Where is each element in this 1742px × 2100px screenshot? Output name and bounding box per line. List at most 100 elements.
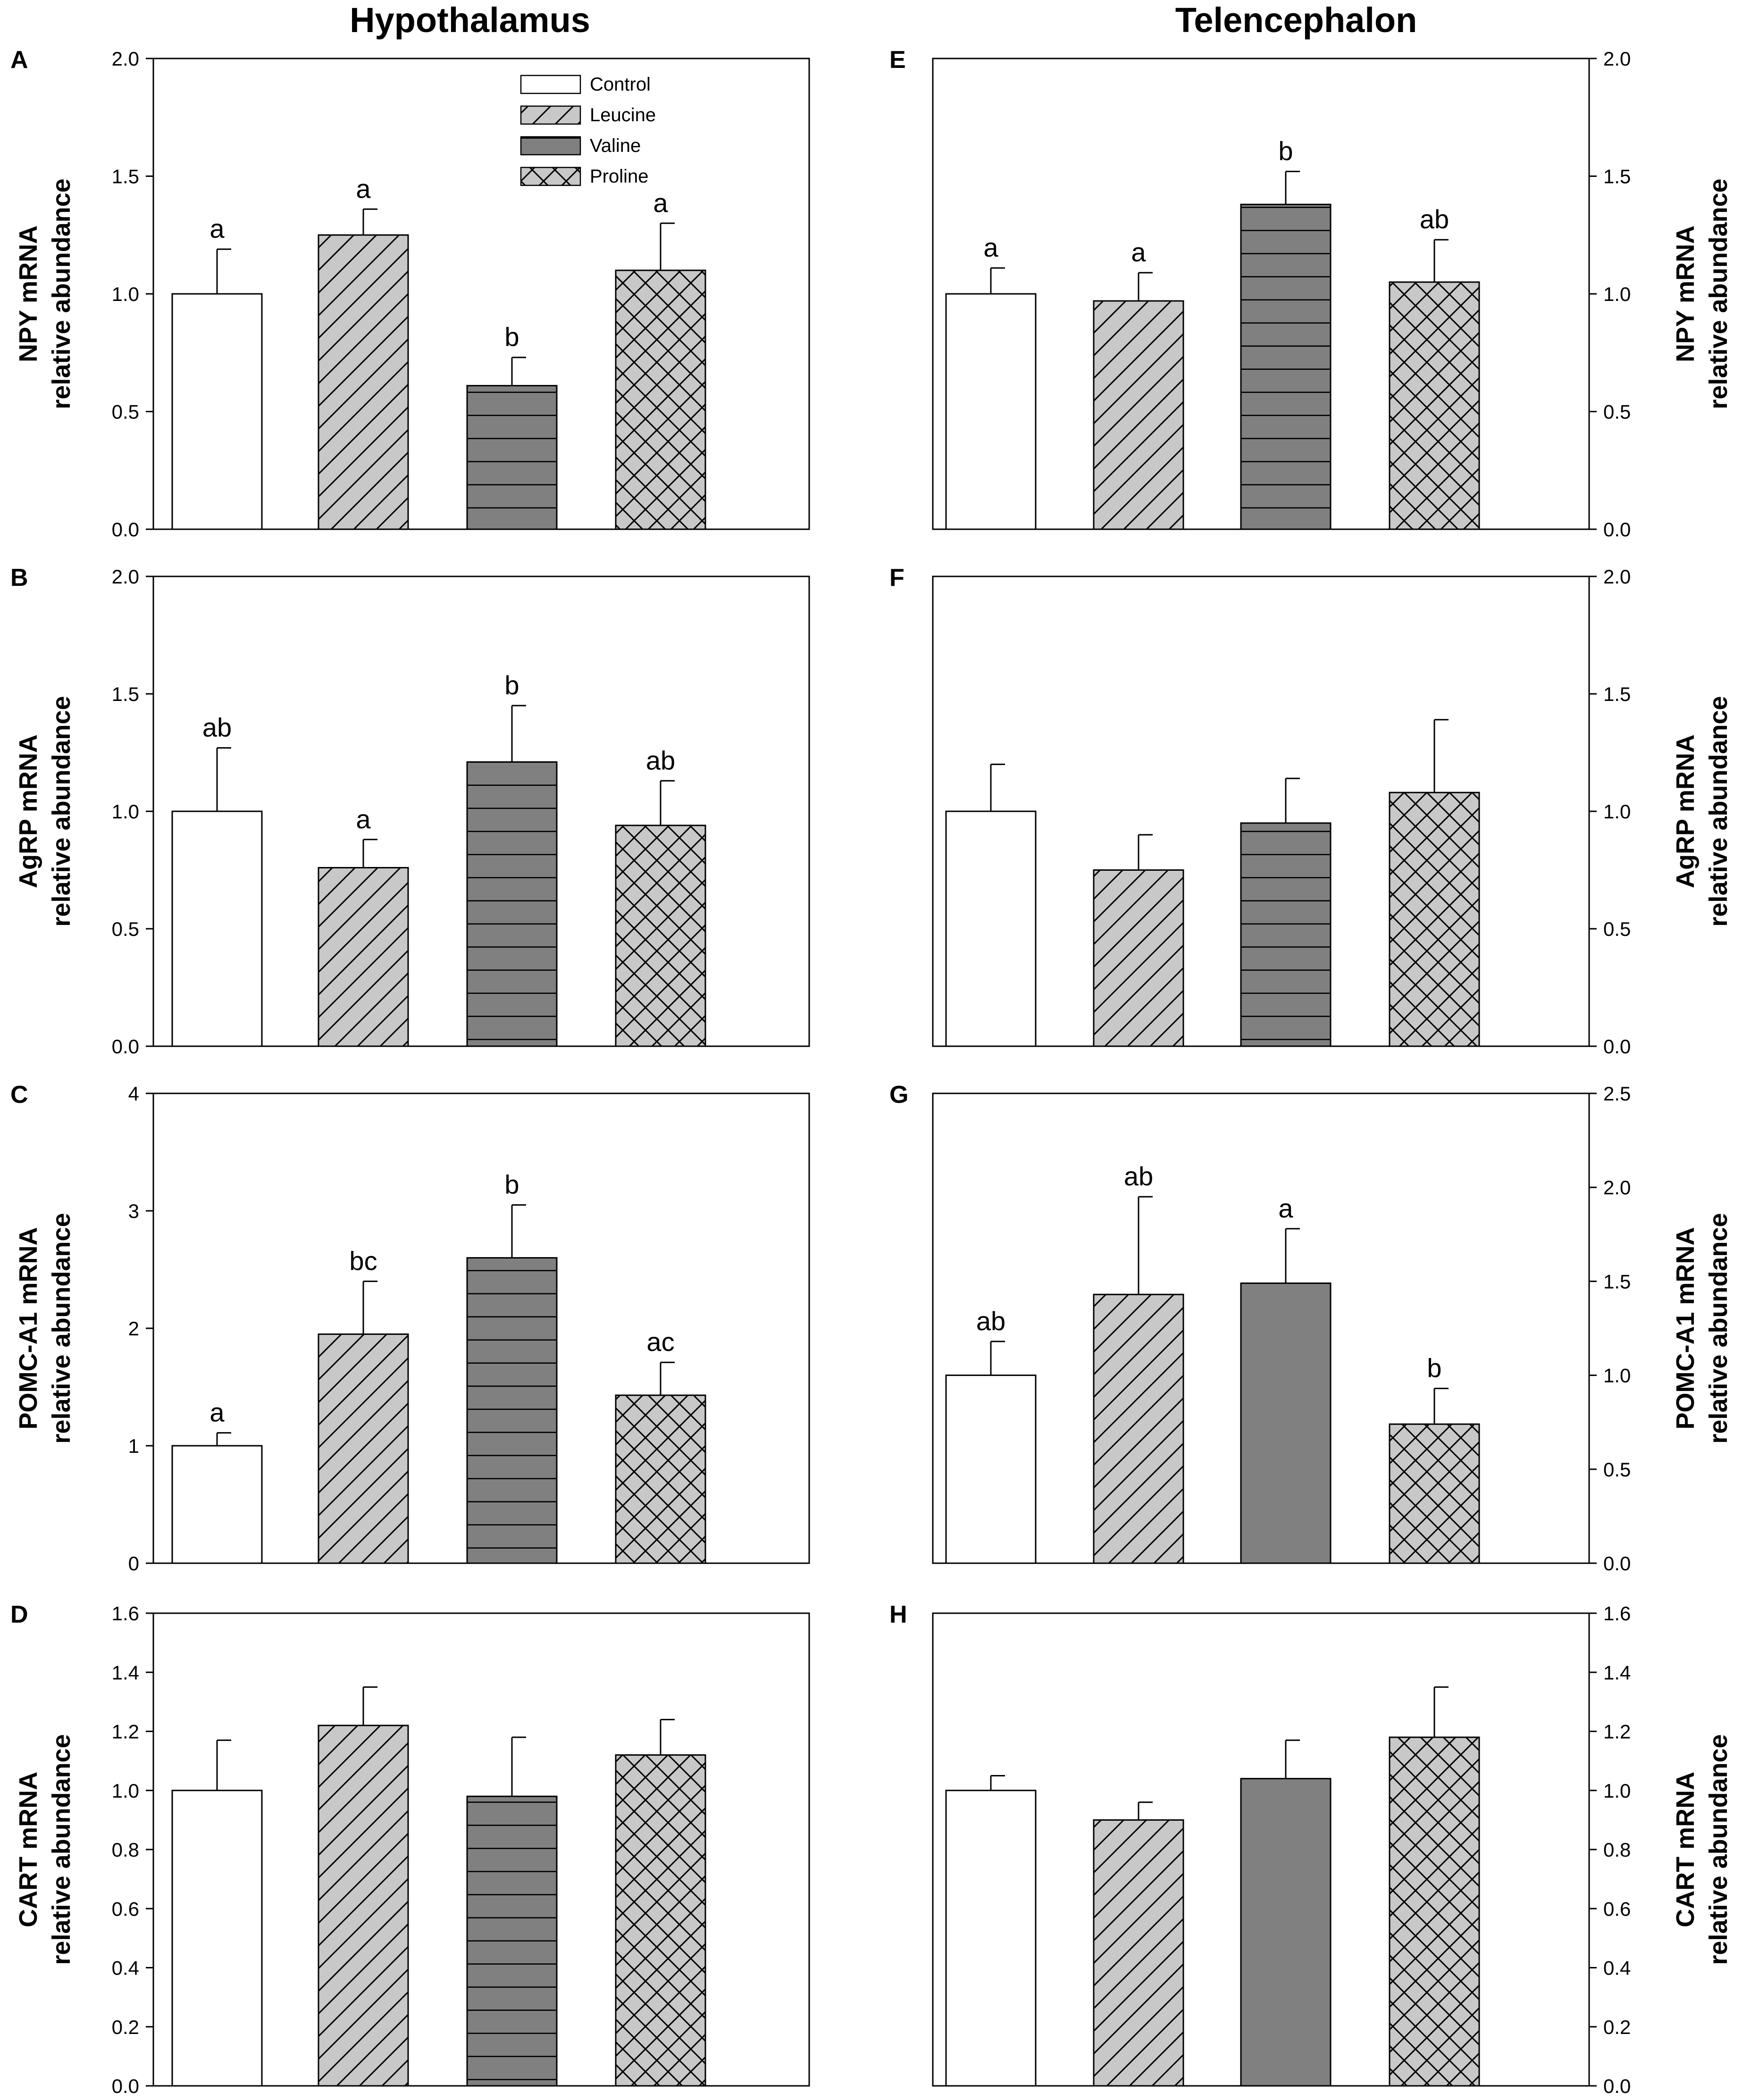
y-tick-label: 0.8 [1603,1839,1631,1861]
bar-control [171,810,263,1047]
y-axis-subtitle: relative abundance [47,696,75,926]
panel-letter-d: D [10,1601,28,1628]
significance-label-leucine: ab [1124,1161,1153,1191]
y-tick-label: 0.2 [1603,2016,1631,2038]
significance-label-proline: ab [646,745,675,775]
significance-label-proline: ac [646,1327,674,1357]
bar-leucine [318,1725,409,2087]
y-tick-label: 1.2 [112,1721,139,1743]
bar-control [945,1790,1037,2087]
y-tick-label: 0.8 [112,1839,139,1861]
y-tick-label: 1.4 [1603,1661,1631,1683]
bar-proline [1389,1736,1480,2087]
significance-label-proline: ab [1420,204,1449,234]
y-tick-label: 1.0 [1603,800,1631,823]
y-tick-label: 0.4 [1603,1957,1631,1979]
significance-label-valine: a [1278,1193,1293,1223]
bar-valine [1240,203,1332,530]
y-axis-title: CART mRNA [14,1772,42,1927]
bar-control [171,293,263,530]
y-axis-title: NPY mRNA [14,225,42,362]
y-tick-label: 0 [128,1552,139,1575]
y-tick-label: 1.2 [1603,1721,1631,1743]
bar-proline [615,269,706,530]
bar-control [945,810,1037,1047]
y-tick-label: 0.5 [112,401,139,423]
column-title-hypothalamus: Hypothalamus [350,0,590,40]
y-tick-label: 0.6 [1603,1898,1631,1920]
y-tick-label: 1.5 [112,683,139,705]
panel-e: E 0.0 0.5 1.0 1.5 2.0 NPY mRNA relative abundan… [889,46,1733,541]
bar-leucine [1093,300,1184,530]
bar-proline [615,1754,706,2087]
y-tick-label: 2.5 [1603,1083,1631,1105]
y-axis-subtitle: relative abundance [1704,178,1733,409]
significance-label-proline: b [1427,1353,1441,1383]
y-tick-label: 1.0 [1603,283,1631,305]
y-axis-subtitle: relative abundance [47,178,75,409]
y-axis-title: NPY mRNA [1671,225,1700,362]
y-tick-label: 2.0 [112,48,139,70]
y-axis-title: AgRP mRNA [1671,734,1700,888]
significance-label-control: a [983,233,998,262]
y-tick-label: 2 [128,1317,139,1340]
bar-valine [466,385,558,530]
significance-label-leucine: a [1131,237,1146,267]
bar-control [171,1790,263,2087]
column-title-telencephalon: Telencephalon [1175,0,1417,40]
y-tick-label: 1.0 [112,800,139,823]
legend-swatch-leucine [520,105,581,125]
significance-label-control: a [209,1398,225,1427]
y-tick-label: 1.6 [112,1602,139,1625]
bar-leucine [1093,869,1184,1047]
legend-label-leucine: Leucine [590,105,656,125]
panel-letter-c: C [10,1081,28,1108]
y-tick-label: 1.4 [112,1661,139,1683]
y-tick-label: 0.0 [112,518,139,541]
y-tick-label: 1.5 [1603,166,1631,188]
y-tick-label: 1.0 [1603,1365,1631,1387]
y-axis-title: CART mRNA [1671,1772,1700,1927]
bar-valine [466,1257,558,1564]
bar-proline [1389,281,1480,530]
y-tick-label: 0.0 [1603,1552,1631,1575]
bar-leucine [318,234,409,530]
y-tick-label: 1 [128,1435,139,1457]
legend-swatch-proline [520,167,581,186]
legend-label-valine: Valine [590,135,641,156]
y-tick-label: 0.4 [112,1957,139,1979]
bar-control [945,293,1037,530]
y-tick-label: 0.0 [112,1035,139,1058]
y-axis-subtitle: relative abundance [47,1734,75,1965]
panel-g: G 0.0 0.5 1.0 1.5 2.0 2.5 POMC-A1 mRNA relative … [889,1081,1733,1575]
bar-leucine [1093,1293,1184,1564]
y-axis-subtitle: relative abundance [1704,696,1733,926]
significance-label-valine: b [1278,136,1293,166]
y-tick-label: 0.5 [1603,918,1631,940]
bar-valine [1240,1282,1332,1564]
y-tick-label: 2.0 [1603,48,1631,70]
significance-label-control: ab [976,1306,1005,1336]
bar-proline [1389,1423,1480,1564]
y-tick-label: 2.0 [1603,566,1631,588]
y-axis-subtitle: relative abundance [47,1213,75,1443]
bar-valine [1240,822,1332,1047]
bar-proline [615,825,706,1047]
significance-label-proline: a [653,188,668,217]
bar-leucine [318,1333,409,1564]
bar-control [945,1375,1037,1564]
y-tick-label: 3 [128,1200,139,1222]
y-tick-label: 0.5 [1603,401,1631,423]
y-tick-label: 0.0 [1603,2075,1631,2097]
y-axis-subtitle: relative abundance [1704,1734,1733,1965]
significance-label-leucine: a [356,804,371,834]
panel-letter-f: F [889,564,904,592]
significance-label-control: ab [202,713,232,742]
legend: Control Leucine Valine Proline [520,74,656,187]
significance-label-valine: b [504,1170,519,1200]
panel-c: C 0 1 2 3 4 POMC-A1 mRNA relative abundance a bc b… [10,1081,810,1575]
panel-a: A 0.0 0.5 1.0 1.5 2.0 NPY mRNA relative abundan… [10,46,810,541]
legend-swatch-control [520,75,581,94]
